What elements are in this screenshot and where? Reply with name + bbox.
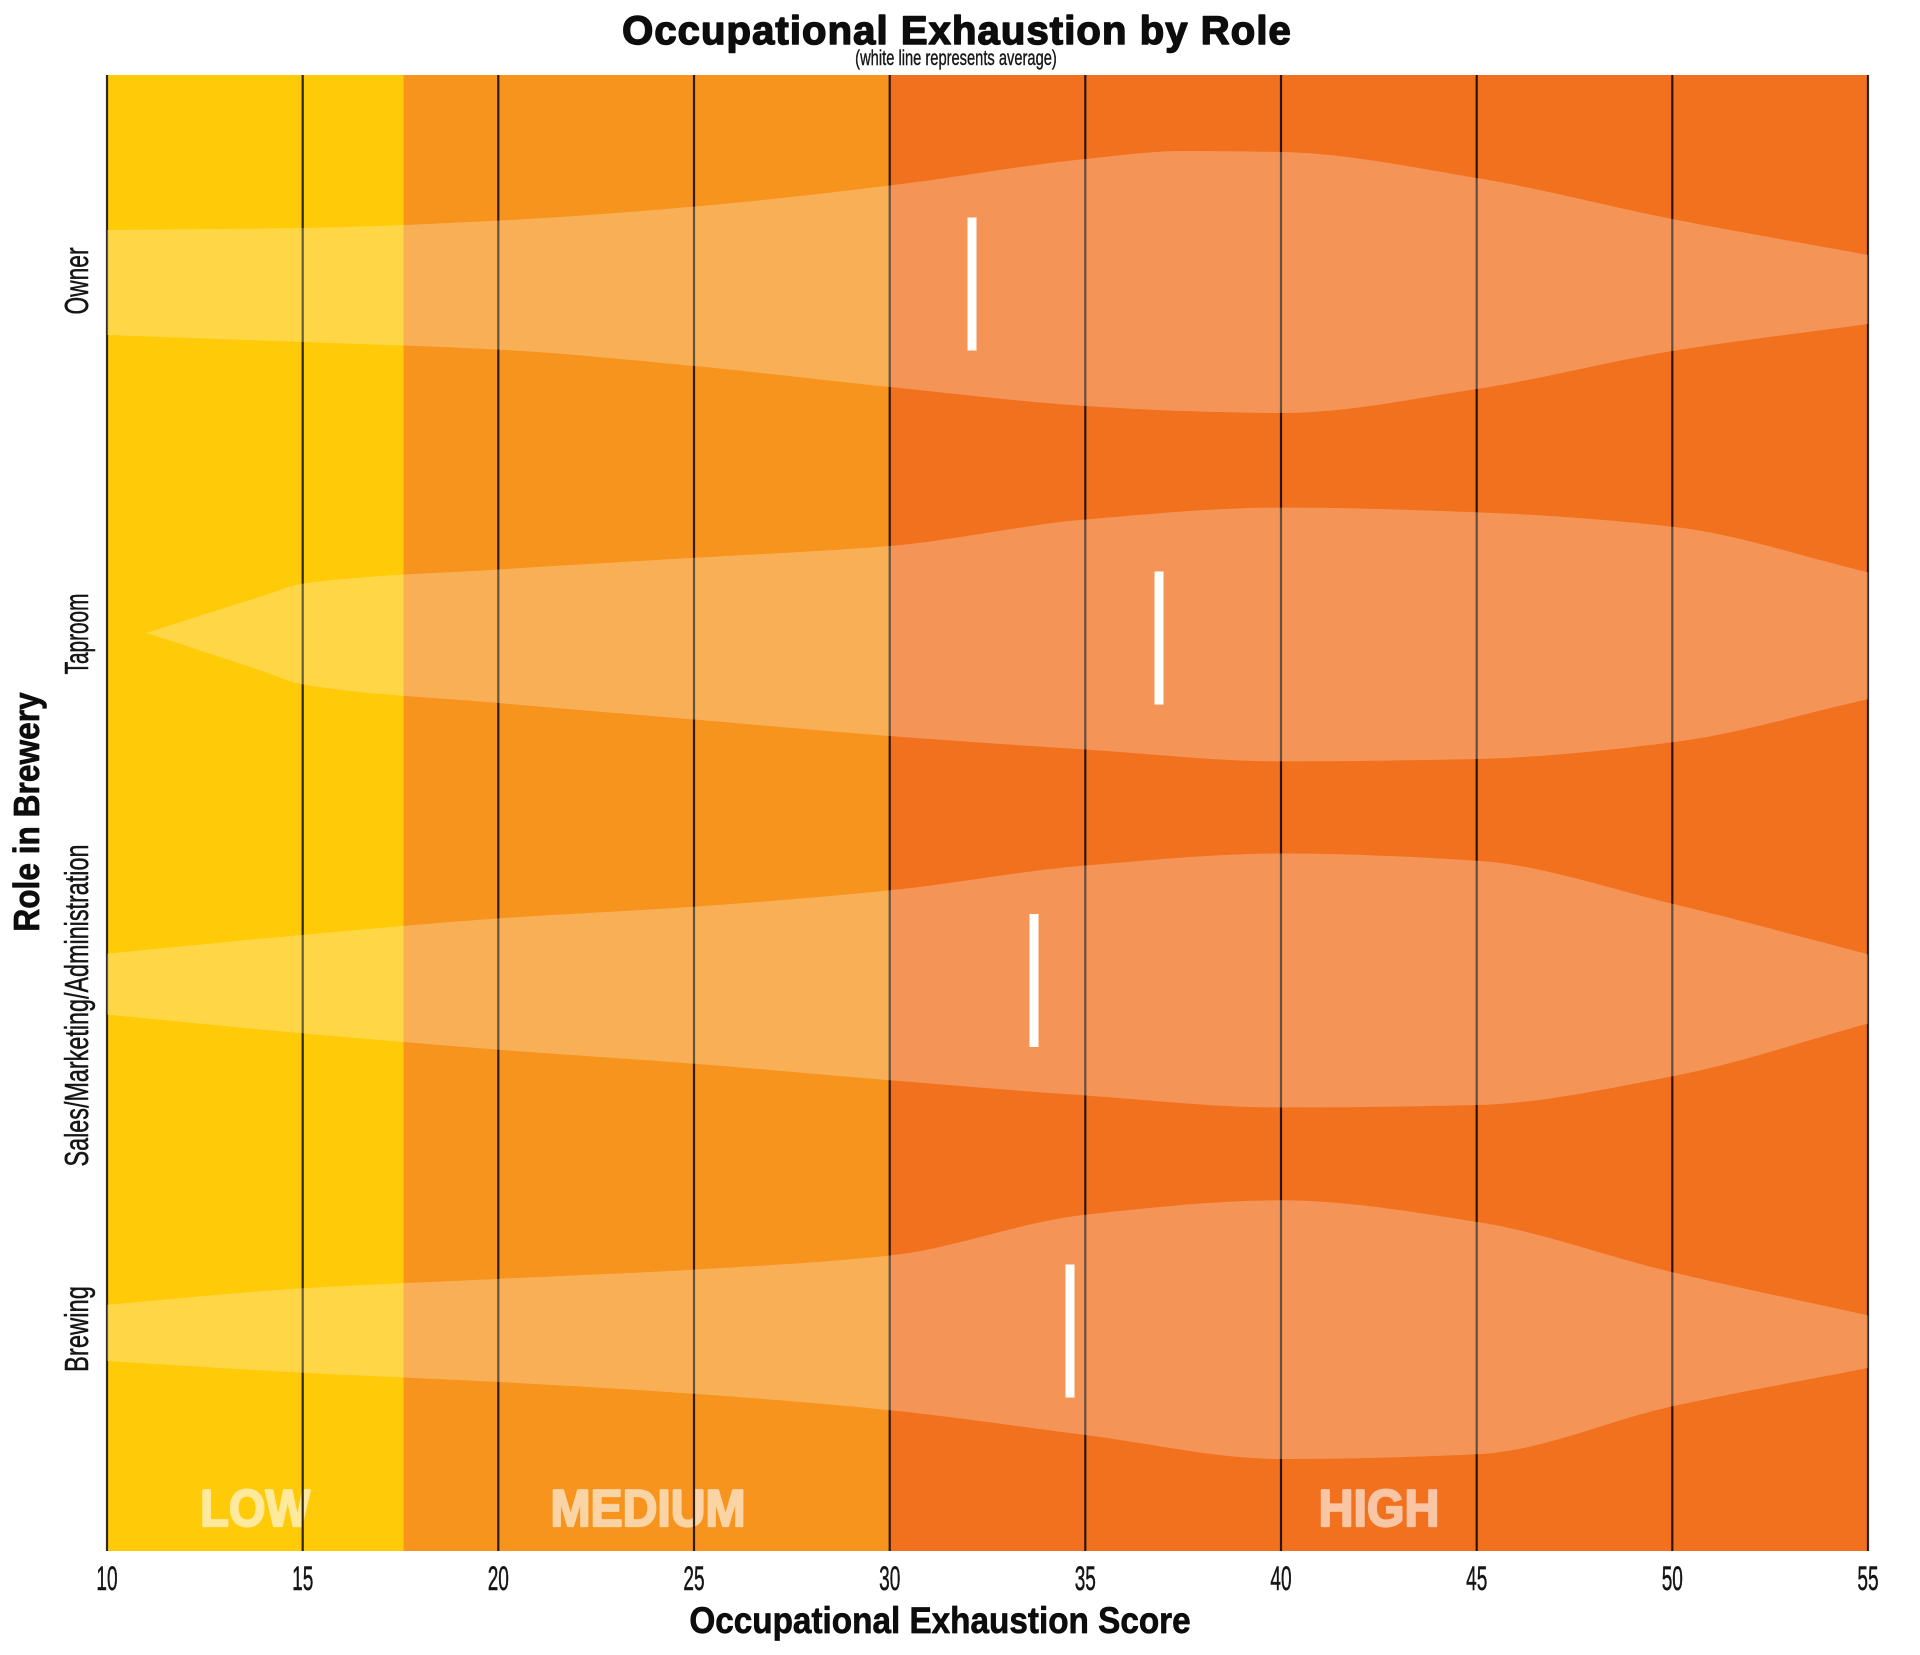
- svg-text:Brewing: Brewing: [59, 1286, 96, 1372]
- svg-text:55: 55: [1857, 1559, 1878, 1597]
- svg-text:LOW: LOW: [200, 1479, 310, 1538]
- svg-text:25: 25: [683, 1559, 704, 1597]
- svg-text:Owner: Owner: [59, 247, 96, 314]
- svg-text:40: 40: [1270, 1559, 1291, 1597]
- svg-text:35: 35: [1075, 1559, 1096, 1597]
- svg-text:50: 50: [1662, 1559, 1683, 1597]
- svg-text:Sales/Marketing/Administration: Sales/Marketing/Administration: [59, 845, 96, 1167]
- svg-text:20: 20: [488, 1559, 509, 1597]
- svg-text:Occupational Exhaustion by Rol: Occupational Exhaustion by Role: [622, 9, 1292, 53]
- svg-text:10: 10: [96, 1559, 117, 1597]
- svg-text:(white line represents average: (white line represents average): [855, 46, 1057, 69]
- svg-text:30: 30: [879, 1559, 900, 1597]
- svg-text:Role in Brewery: Role in Brewery: [7, 692, 47, 931]
- svg-text:15: 15: [292, 1559, 313, 1597]
- svg-text:HIGH: HIGH: [1319, 1479, 1440, 1537]
- svg-text:MEDIUM: MEDIUM: [550, 1479, 745, 1537]
- svg-text:Taproom: Taproom: [58, 594, 95, 675]
- svg-text:45: 45: [1466, 1559, 1487, 1597]
- svg-text:Occupational Exhaustion Score: Occupational Exhaustion Score: [689, 1600, 1190, 1641]
